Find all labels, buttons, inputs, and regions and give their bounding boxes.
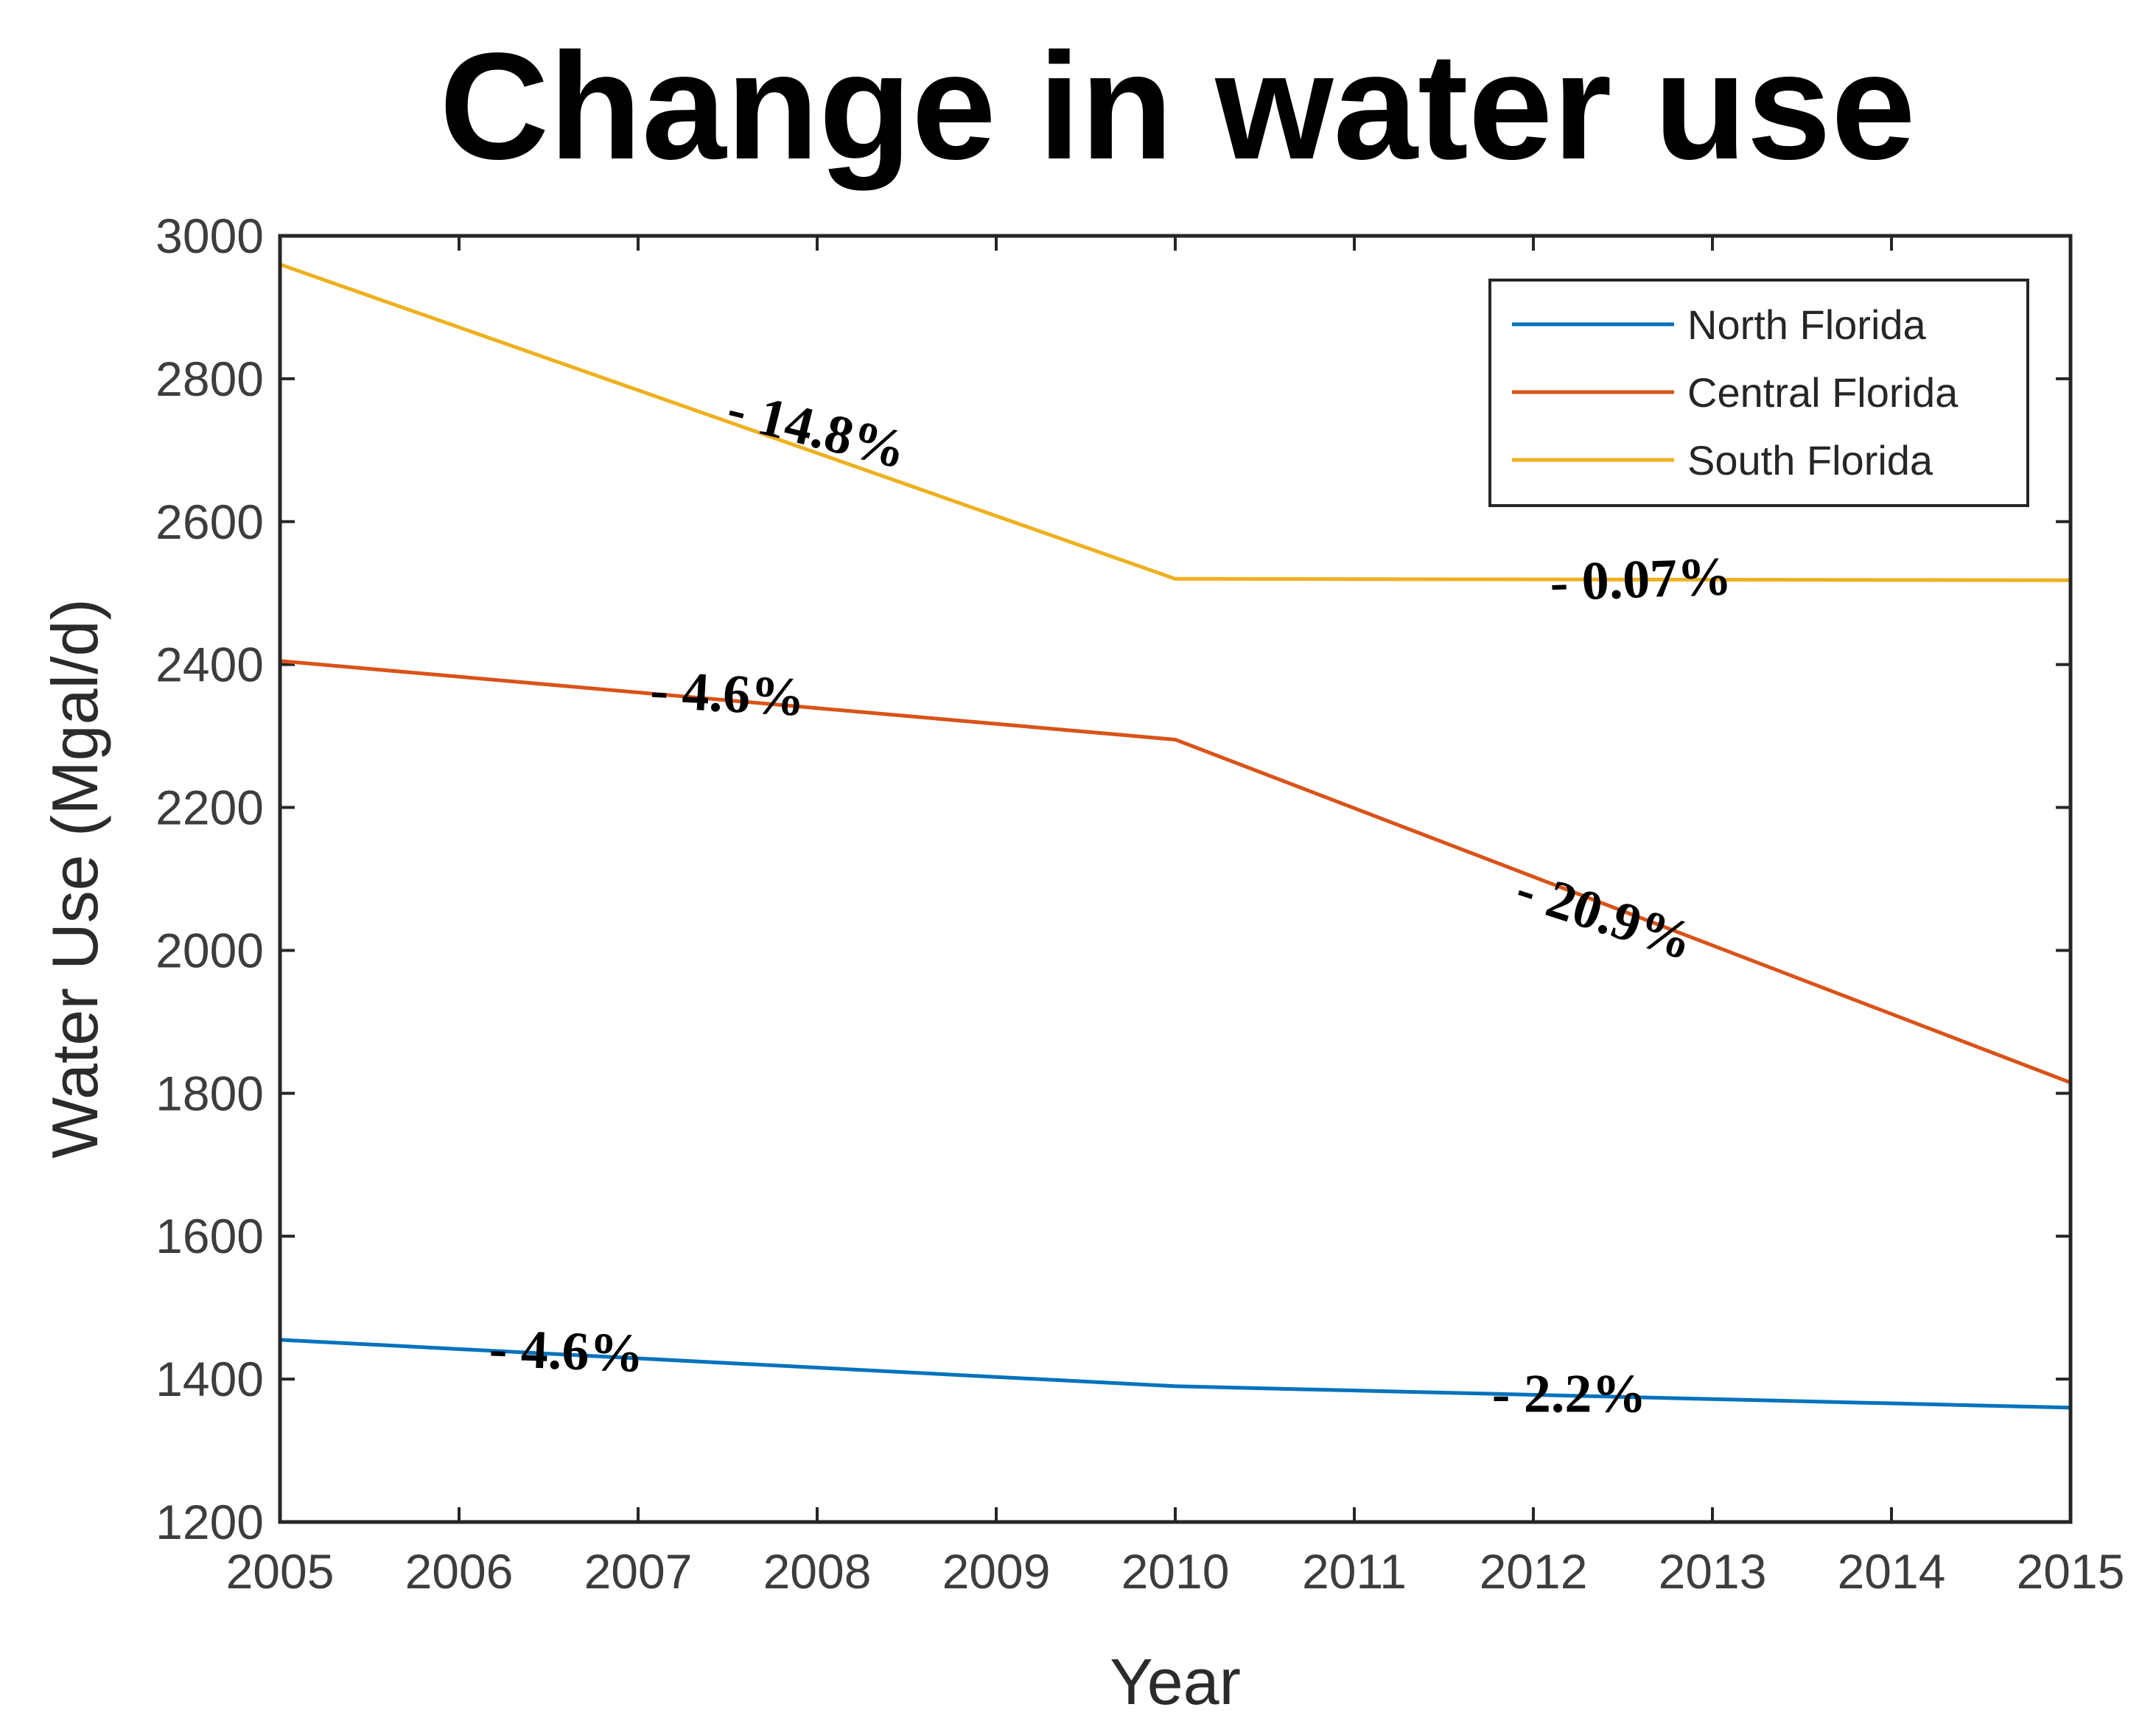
change-annotation: - 4.6% [649, 660, 807, 728]
x-tick-label: 2005 [226, 1544, 335, 1599]
chart-title: Change in water use [439, 21, 1915, 191]
y-tick-label: 2600 [155, 495, 264, 549]
change-annotation: - 2.2% [1492, 1364, 1647, 1425]
y-tick-label: 1400 [155, 1352, 264, 1406]
x-tick-label: 2014 [1838, 1544, 1946, 1599]
x-tick-label: 2011 [1302, 1544, 1407, 1599]
series-lines [279, 262, 2071, 1410]
y-tick-label: 1600 [155, 1209, 264, 1263]
series-line-central-florida [279, 659, 2071, 1085]
x-tick-label: 2012 [1480, 1544, 1588, 1599]
axis-ticks: 2005 2006 2007 2008 2009 2010 2011 2012 2013 2014… [155, 209, 2124, 1599]
series-line-south-florida [279, 262, 2071, 582]
y-tick-label: 2000 [155, 923, 264, 977]
x-tick-label: 2007 [584, 1544, 693, 1599]
y-tick-label: 1800 [155, 1066, 264, 1120]
y-tick-label: 2200 [155, 781, 264, 835]
annotations: - 14.8% - 0.07% - 4.6% - 20.9% - 4.6% - 2.2% [489, 378, 1733, 1424]
plot-frame [278, 234, 2073, 1524]
legend-label: North Florida [1687, 301, 1927, 348]
y-axis-label: Water Use (Mgal/d) [38, 598, 111, 1159]
change-annotation: - 4.6% [489, 1319, 645, 1384]
x-axis-label: Year [1110, 1645, 1241, 1718]
legend: North Florida Central Florida South Florid… [1488, 279, 2029, 507]
change-annotation: - 14.8% [721, 378, 912, 481]
legend-label: South Florida [1687, 437, 1933, 484]
series-line-north-florida [279, 1338, 2071, 1410]
y-tick-label: 3000 [155, 209, 264, 263]
x-tick-label: 2008 [763, 1544, 872, 1599]
x-tick-label: 2010 [1121, 1544, 1230, 1599]
x-tick-label: 2009 [942, 1544, 1051, 1599]
x-tick-label: 2015 [2017, 1544, 2125, 1599]
y-tick-label: 2400 [155, 638, 264, 692]
y-tick-label: 1200 [155, 1495, 264, 1549]
legend-label: Central Florida [1687, 369, 1959, 416]
x-tick-label: 2013 [1659, 1544, 1767, 1599]
x-tick-label: 2006 [405, 1544, 514, 1599]
change-annotation: - 20.9% [1509, 859, 1701, 972]
change-annotation: - 0.07% [1549, 546, 1732, 613]
y-tick-label: 2800 [155, 352, 264, 406]
